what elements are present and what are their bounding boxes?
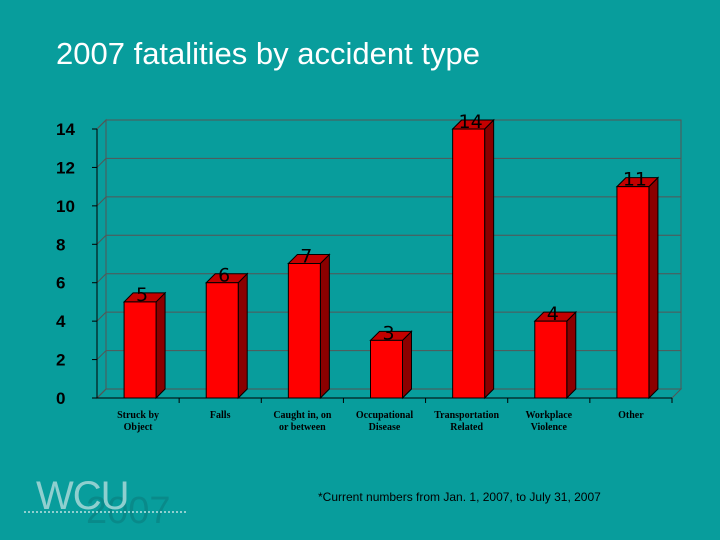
x-tick-label: Occupational Disease: [356, 410, 413, 433]
x-tick-label-line: Related: [450, 422, 483, 433]
x-tick-label-line: Caught in, on: [273, 410, 332, 421]
bar-group: [533, 310, 577, 400]
bar: [123, 301, 157, 399]
y-tick-label: 12: [56, 158, 75, 177]
x-tick-label-line: Disease: [369, 422, 401, 433]
data-label: 6: [218, 265, 230, 287]
data-label: 4: [547, 303, 559, 325]
slide-title: 2007 fatalities by accident type: [56, 36, 480, 71]
x-tick-label-line: or between: [279, 422, 326, 433]
y-tick-label: 2: [56, 351, 65, 370]
x-tick-label-line: Transportation: [434, 410, 499, 421]
data-label: 5: [136, 284, 148, 306]
y-tick-label: 10: [56, 197, 75, 216]
x-tick-label: Other: [618, 410, 644, 421]
bar-side: [648, 176, 659, 400]
bar-group: [615, 176, 660, 400]
bar: [370, 339, 403, 399]
bar: [616, 186, 650, 399]
bar-side: [155, 291, 166, 400]
bar: [452, 128, 486, 399]
logo-rule: [24, 511, 186, 513]
y-tick-label: 8: [56, 235, 65, 254]
x-tick-label: Transportation Related: [434, 410, 499, 433]
data-label: 7: [300, 246, 312, 268]
bar-group: [451, 118, 495, 400]
y-tick-label: 14: [56, 120, 75, 139]
bar: [287, 263, 321, 399]
x-tick-label-line: Other: [618, 410, 644, 421]
bar-group: [205, 272, 249, 400]
x-tick-label: Falls: [210, 410, 231, 421]
logo-wordmark: WCU: [36, 474, 130, 518]
x-tick-label-line: Object: [124, 422, 154, 433]
x-tick-label-line: Workplace: [525, 410, 572, 421]
y-tick-label: 0: [56, 389, 65, 408]
bar-side: [484, 118, 495, 400]
bar-side: [402, 330, 412, 400]
x-tick-label-line: Violence: [531, 422, 568, 433]
y-tick-label: 4: [56, 312, 66, 331]
x-tick-label-line: Falls: [210, 410, 231, 421]
bar-side: [237, 272, 248, 400]
chart-side-wall: [96, 118, 107, 400]
wcu-logo: 2007 WCU: [22, 476, 192, 532]
bar-side: [566, 310, 577, 400]
bar-group: [369, 330, 413, 400]
bar-side: [319, 253, 330, 400]
bar: [205, 282, 239, 399]
y-tick-label: 6: [56, 274, 65, 293]
footnote: *Current numbers from Jan. 1, 2007, to J…: [318, 490, 601, 504]
data-label: 3: [382, 322, 394, 344]
x-tick-label: Workplace Violence: [525, 410, 572, 433]
bar: [534, 320, 568, 399]
x-tick-label-line: Occupational: [356, 410, 413, 421]
bar-group: [287, 253, 331, 400]
x-tick-label-line: Struck by: [117, 410, 159, 421]
bar-group: [122, 291, 167, 400]
x-tick-label: Struck by Object: [117, 410, 159, 433]
x-tick-label: Caught in, on or between: [273, 410, 332, 433]
data-label: 11: [623, 169, 647, 191]
data-label: 14: [459, 111, 483, 133]
